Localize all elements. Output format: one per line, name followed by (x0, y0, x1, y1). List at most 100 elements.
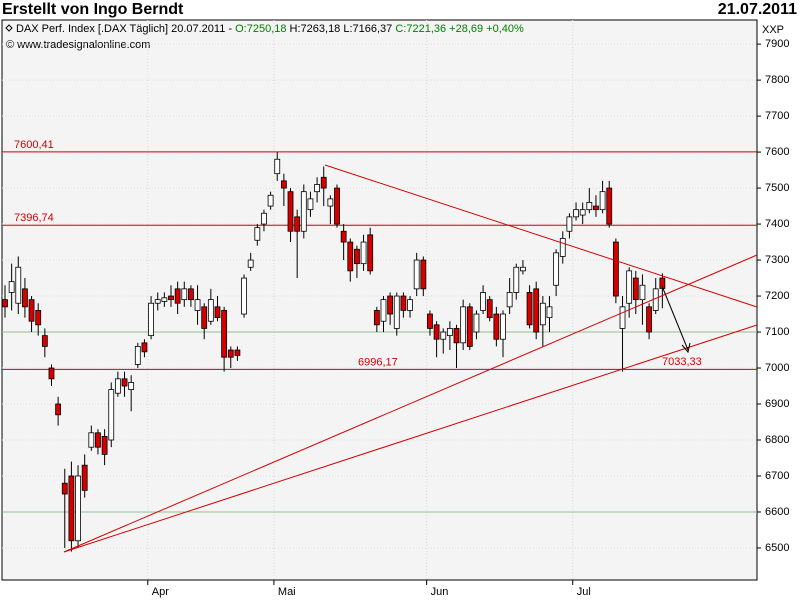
arrow (661, 285, 689, 351)
header-title: Erstellt von Ingo Berndt (2, 1, 184, 18)
candle-body (340, 230, 347, 243)
candle-body (646, 306, 652, 333)
candle-body (148, 302, 154, 337)
candle-body (546, 306, 553, 319)
candle-body (586, 202, 593, 211)
y-tick-label: 7100 (765, 326, 789, 338)
candle-body (35, 310, 42, 326)
level-label: 7600,41 (14, 139, 54, 151)
candle-body (380, 299, 387, 322)
candle-body (606, 187, 613, 225)
info-part: O:7250,18 (235, 23, 286, 35)
candle-body (360, 241, 367, 265)
candle-body (8, 281, 15, 293)
candle-body (247, 259, 254, 268)
candle-body (659, 277, 666, 289)
candle-body (188, 288, 194, 301)
candle-body (2, 299, 8, 308)
info-icon (5, 24, 13, 32)
candle-body (632, 277, 639, 301)
candle-body (161, 297, 168, 302)
candle-body (354, 248, 360, 265)
target-label: 7033,33 (662, 356, 702, 368)
candle-body (539, 302, 546, 326)
candle-body (373, 310, 380, 326)
candle-body (81, 464, 88, 491)
candle-body (261, 212, 267, 225)
y-tick-label: 7900 (765, 38, 789, 50)
info-line: DAX Perf. Index [.DAX Täglich] 20.07.201… (16, 23, 524, 35)
candle-body (566, 216, 573, 232)
annotations: 7033,33 (63, 164, 758, 553)
candle-body (168, 295, 174, 301)
candle-body (108, 389, 115, 441)
candle-body (314, 184, 320, 193)
candle-body (612, 241, 619, 297)
candle-body (121, 378, 128, 387)
candle-body (101, 436, 108, 455)
x-tick-label: Mai (278, 586, 296, 598)
candle-body (393, 295, 400, 329)
candle-body (493, 313, 500, 340)
trend-line (63, 324, 758, 553)
trend-line (324, 164, 758, 308)
x-tick-label: Apr (152, 586, 169, 598)
candle-body (174, 288, 181, 304)
candle-body (500, 313, 506, 340)
candle-body (460, 306, 467, 344)
y-tick-label: 7500 (765, 182, 789, 194)
candle-body (327, 198, 334, 207)
grid (2, 20, 761, 585)
candle-body (453, 328, 460, 344)
candle-body (599, 191, 606, 211)
y-tick-label: 7800 (765, 74, 789, 86)
y-tick-label: 7300 (765, 254, 789, 266)
candle-body (201, 306, 208, 329)
candle-body (520, 266, 526, 272)
y-tick-label: 7400 (765, 218, 789, 230)
candle-body (22, 288, 28, 308)
candle-body (128, 382, 135, 391)
candle-body (413, 259, 420, 290)
candle-body (553, 252, 560, 286)
candle-body (427, 313, 433, 329)
candle-body (48, 367, 55, 380)
candle-body (274, 158, 281, 175)
candle-body (254, 227, 261, 241)
candle-body (41, 335, 48, 347)
candle-body (407, 299, 413, 311)
info-part: C:7221,36 +28,69 +0,40% (395, 23, 524, 35)
candle-body (267, 194, 274, 207)
candle-body (15, 266, 22, 304)
candle-body (533, 288, 540, 333)
candle-body (114, 378, 121, 394)
candle-body (307, 198, 314, 211)
candle-body (227, 349, 234, 358)
axis-label: XXP (762, 24, 784, 36)
candle-body (626, 270, 633, 304)
candle-body (287, 191, 294, 232)
candle-body (400, 295, 407, 311)
candle-body (28, 299, 35, 322)
candle-body (387, 295, 394, 315)
candle-body (559, 238, 566, 257)
source: © www.tradesignalonline.com (6, 39, 150, 51)
candle-body (573, 209, 579, 218)
candle-body (280, 180, 287, 189)
candle-body (134, 346, 141, 365)
candle-body (480, 292, 486, 311)
y-tick-label: 6600 (765, 506, 789, 518)
trend-line (63, 254, 758, 553)
y-tick-label: 7600 (765, 146, 789, 158)
candle-body (334, 187, 340, 225)
x-tick-label: Jul (577, 586, 591, 598)
candle-body (593, 205, 599, 211)
candle-body (234, 349, 241, 356)
candle-body (154, 299, 161, 304)
candle-body (526, 292, 533, 326)
y-tick-label: 7000 (765, 362, 789, 374)
x-tick-label: Jun (431, 586, 449, 598)
info-part: H:7263,18 L:7166,37 (286, 23, 395, 35)
